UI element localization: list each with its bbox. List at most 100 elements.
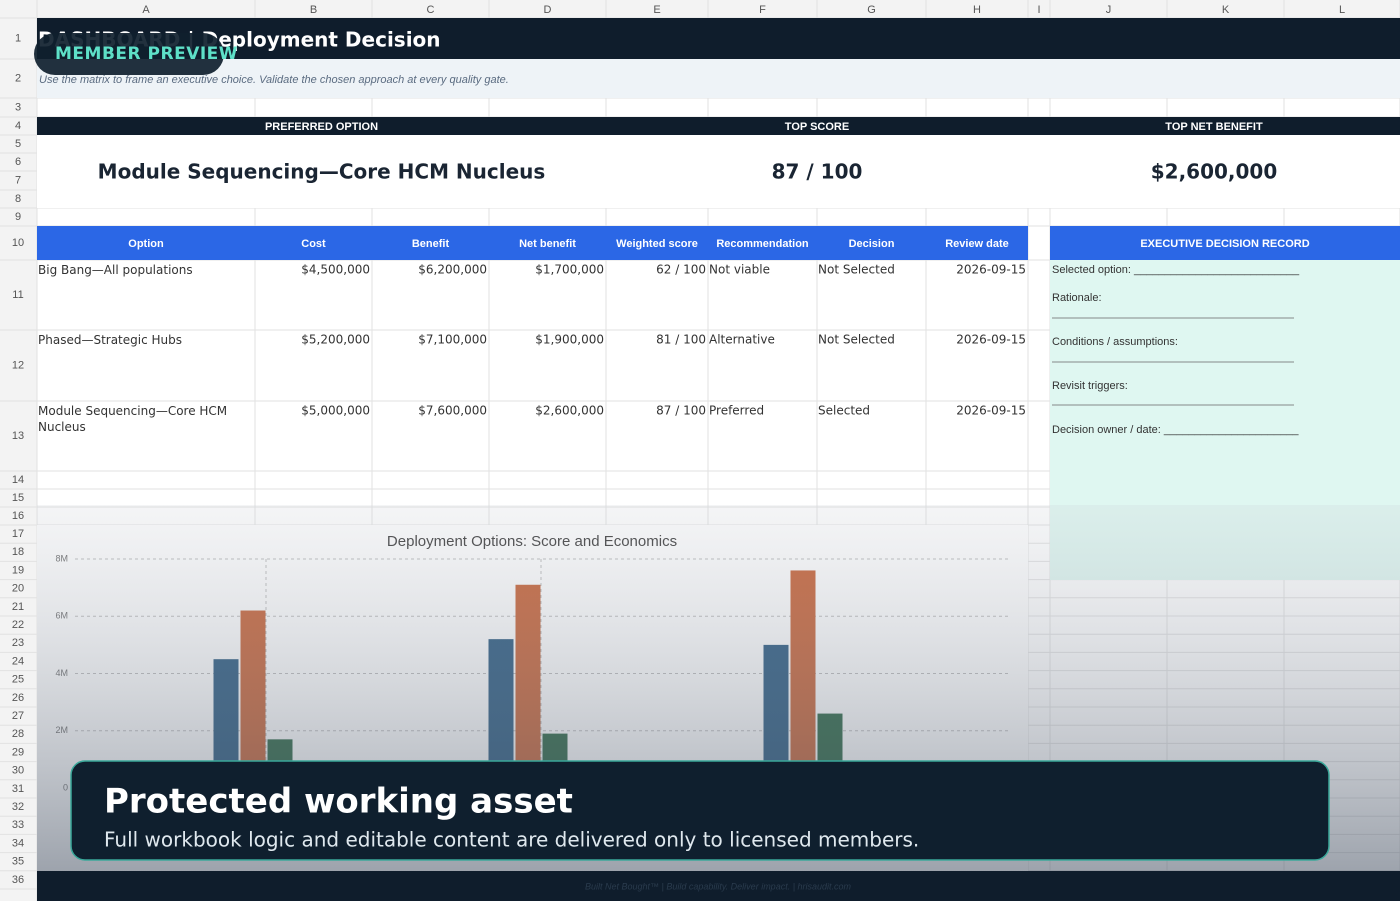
table-column-header: Review date	[945, 238, 1009, 250]
column-letter: H	[973, 4, 981, 16]
table-column-header: Net benefit	[519, 238, 576, 250]
row-number: 27	[12, 710, 24, 722]
table-cell: Not Selected	[818, 333, 895, 347]
table-column-header: Decision	[849, 238, 895, 250]
table-column-header: Cost	[301, 238, 326, 250]
column-letter: B	[310, 4, 317, 16]
row-number: 31	[12, 783, 24, 795]
row-number: 16	[12, 510, 24, 522]
table-cell: Selected	[818, 404, 870, 418]
footer-text: Built Net Bought™ | Build capability. De…	[585, 881, 852, 891]
row-number: 13	[12, 430, 24, 442]
row-number: 30	[12, 765, 24, 777]
table-cell: 81 / 100	[656, 333, 706, 347]
row-number: 22	[12, 619, 24, 631]
kpi-value: Module Sequencing—Core HCM Nucleus	[98, 160, 546, 184]
kpi-body	[37, 135, 1400, 208]
row-number: 29	[12, 746, 24, 758]
row-number: 35	[12, 856, 24, 868]
row-number: 19	[12, 564, 24, 576]
table-cell: Alternative	[709, 333, 775, 347]
table-column-header: Benefit	[412, 238, 450, 250]
row-number: 23	[12, 637, 24, 649]
table-column-header: Recommendation	[716, 238, 809, 250]
table-cell: Not viable	[709, 263, 770, 277]
row-number: 10	[12, 237, 24, 249]
row-number: 20	[12, 583, 24, 595]
row-number: 28	[12, 728, 24, 740]
row-number: 9	[15, 211, 21, 223]
table-cell-box: Big Bang—All populations	[38, 263, 193, 277]
table-column-header: Option	[128, 238, 164, 250]
column-letter: G	[867, 4, 876, 16]
table-cell: 62 / 100	[656, 263, 706, 277]
table-cell: Preferred	[709, 404, 764, 418]
row-number: 7	[15, 174, 21, 186]
row-number: 25	[12, 674, 24, 686]
row-number: 15	[12, 492, 24, 504]
badge	[34, 33, 224, 75]
table-column-header: Weighted score	[616, 238, 698, 250]
row-number: 34	[12, 837, 24, 849]
table-cell: $2,600,000	[535, 404, 604, 418]
row-number: 6	[15, 156, 21, 168]
row-number: 2	[15, 72, 21, 84]
kpi-label: PREFERRED OPTION	[265, 121, 378, 133]
row-number: 32	[12, 801, 24, 813]
row-number: 1	[15, 32, 21, 44]
kpi-label: TOP NET BENEFIT	[1165, 121, 1263, 133]
row-number: 36	[12, 874, 24, 886]
table-cell: 2026-09-15	[956, 404, 1026, 418]
column-letter: L	[1339, 4, 1345, 16]
kpi-value: $2,600,000	[1151, 160, 1278, 184]
kpi-label: TOP SCORE	[785, 121, 849, 133]
table-cell: $5,000,000	[301, 404, 370, 418]
decision-line: Decision owner / date: _________________…	[1052, 424, 1299, 436]
column-letter: I	[1037, 4, 1040, 16]
row-number: 18	[12, 546, 24, 558]
protect-text: Full workbook logic and editable content…	[104, 828, 919, 852]
row-number: 33	[12, 819, 24, 831]
column-letter: E	[653, 4, 660, 16]
table-cell: Big Bang—All populations	[38, 263, 193, 277]
table-cell: 2026-09-15	[956, 333, 1026, 347]
table-cell: $1,900,000	[535, 333, 604, 347]
table-cell: Not Selected	[818, 263, 895, 277]
table-cell-box: Module Sequencing—Core HCM Nucleus	[38, 404, 228, 434]
row-number: 4	[15, 120, 21, 132]
column-letter: F	[759, 4, 766, 16]
table-cell: $7,100,000	[418, 333, 487, 347]
table-cell: Module Sequencing—Core HCM Nucleus	[38, 404, 228, 434]
badge-text: MEMBER PREVIEW	[55, 44, 238, 64]
protect-title: Protected working asset	[104, 782, 573, 822]
row-number: 21	[12, 601, 24, 613]
column-letter: C	[427, 4, 435, 16]
decision-line: Conditions / assumptions:	[1052, 336, 1178, 348]
table-cell: $1,700,000	[535, 263, 604, 277]
decision-title: EXECUTIVE DECISION RECORD	[1140, 238, 1309, 250]
title-bar	[37, 18, 1400, 59]
row-number: 17	[12, 528, 24, 540]
column-letter: J	[1106, 4, 1112, 16]
row-number: 5	[15, 138, 21, 150]
row-number: 8	[15, 193, 21, 205]
column-letter: K	[1222, 4, 1230, 16]
decision-line: Selected option: _______________________…	[1052, 264, 1300, 276]
table-cell-box: Phased—Strategic Hubs	[38, 333, 183, 347]
decision-line: Rationale:	[1052, 292, 1102, 304]
table-header-bar	[37, 226, 1028, 260]
column-letter: A	[142, 4, 150, 16]
row-number: 11	[12, 289, 23, 301]
table-cell: 87 / 100	[656, 404, 706, 418]
table-cell: 2026-09-15	[956, 263, 1026, 277]
row-number: 14	[12, 474, 24, 486]
column-letter: D	[544, 4, 552, 16]
kpi-header-bar	[37, 117, 1400, 135]
subtitle: Use the matrix to frame an executive cho…	[39, 74, 509, 86]
row-number: 26	[12, 692, 24, 704]
table-cell: $4,500,000	[301, 263, 370, 277]
table-cell: Phased—Strategic Hubs	[38, 333, 183, 347]
table-cell: $6,200,000	[418, 263, 487, 277]
